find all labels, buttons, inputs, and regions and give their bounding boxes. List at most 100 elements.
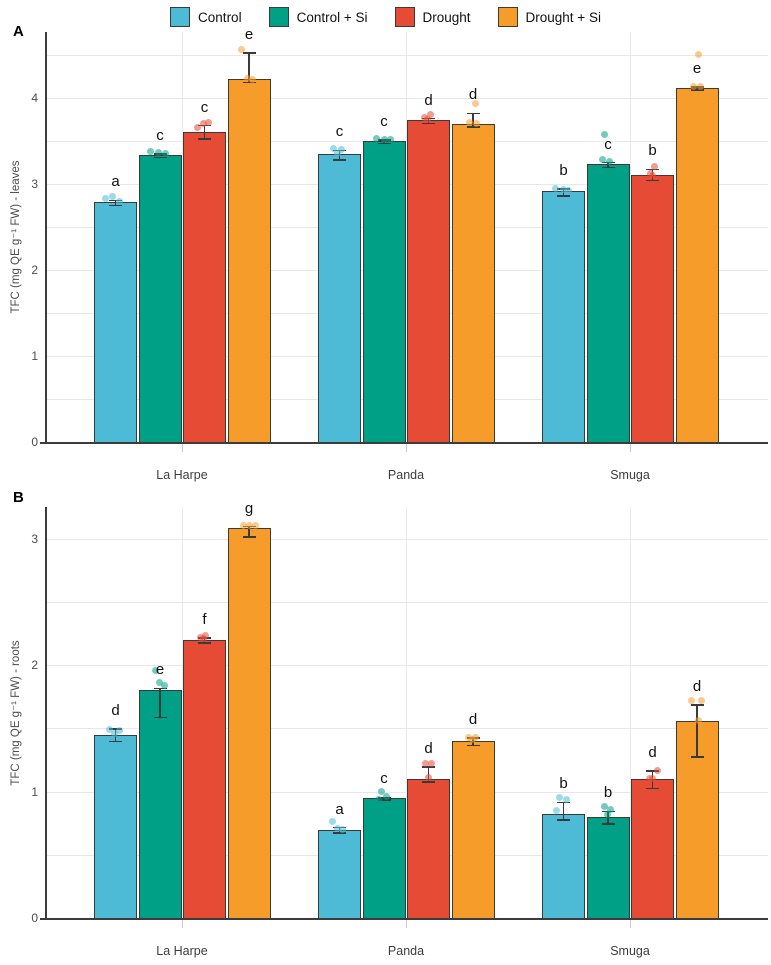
significance-letter: d: [468, 710, 478, 728]
error-bar-cap-top: [242, 52, 256, 54]
jitter-point: [605, 158, 613, 166]
jitter-point: [696, 83, 704, 91]
jitter-point: [330, 145, 337, 153]
category-label: La Harpe: [156, 944, 208, 958]
jitter-point: [329, 818, 336, 826]
jitter-point: [603, 810, 611, 818]
x-tick-mark: [182, 920, 183, 929]
jitter-point: [556, 794, 563, 802]
jitter-point: [552, 184, 559, 192]
error-bar-cap-bottom: [422, 122, 435, 125]
panel-b-letter: B: [13, 489, 24, 506]
error-bar-line: [696, 704, 698, 757]
error-bar-cap-bottom: [466, 126, 480, 128]
gridline-vertical: [406, 507, 407, 918]
legend-label: Drought + Si: [525, 9, 601, 25]
jitter-point: [382, 793, 390, 801]
error-bar-cap-bottom: [333, 832, 346, 834]
category-label: Panda: [387, 468, 425, 482]
error-bar-cap-top: [422, 766, 435, 768]
error-bar-cap-top: [466, 112, 480, 115]
jitter-point: [155, 679, 163, 687]
y-tick-label: 4: [31, 91, 38, 105]
error-bar-cap-bottom: [601, 166, 615, 169]
legend-swatch: [268, 7, 289, 27]
error-bar-cap-top: [153, 687, 167, 690]
bar-drought: [631, 175, 674, 442]
gridline-vertical: [630, 507, 631, 918]
significance-letter: e: [155, 661, 165, 679]
jitter-point: [338, 146, 345, 154]
legend-label: Control + Si: [296, 9, 368, 25]
jitter-point: [689, 83, 697, 91]
significance-letter: b: [648, 142, 657, 160]
category-label: Panda: [387, 944, 425, 958]
bar-control: [542, 190, 585, 442]
bar-control-si: [138, 154, 182, 442]
y-tick-label: 1: [31, 784, 38, 799]
jitter-point: [465, 118, 473, 126]
jitter-point: [600, 130, 608, 138]
jitter-point: [694, 50, 702, 58]
x-axis-line: [40, 918, 768, 921]
error-bar-line: [248, 525, 250, 536]
significance-letter: d: [648, 743, 657, 761]
x-tick-mark: [182, 444, 183, 453]
bar-control: [318, 829, 361, 918]
jitter-point: [471, 99, 479, 107]
legend: Control Control + Si Drought Drought + Si: [0, 4, 771, 30]
legend-item-control: Control: [170, 7, 242, 27]
bar-control: [542, 814, 585, 918]
error-bar-cap-bottom: [153, 716, 167, 719]
error-bar-cap-bottom: [601, 823, 615, 825]
error-bar-cap-bottom: [557, 819, 570, 821]
jitter-point: [102, 195, 109, 203]
jitter-point: [251, 522, 259, 530]
y-tick-label: 2: [31, 263, 38, 277]
jitter-point: [377, 788, 385, 795]
error-bar-line: [159, 687, 161, 717]
jitter-point: [151, 666, 159, 674]
error-bar-cap-bottom: [333, 159, 346, 161]
significance-letter: f: [202, 610, 207, 628]
y-axis-line: [45, 32, 47, 444]
gridline-horizontal: [47, 55, 768, 56]
y-tick-label: 0: [31, 911, 38, 925]
bar-drought: [407, 778, 450, 918]
jitter-point: [380, 135, 388, 143]
jitter-point: [386, 135, 394, 143]
jitter-point: [468, 736, 476, 744]
legend-item-drought-si: Drought + Si: [497, 7, 601, 27]
jitter-point: [194, 123, 201, 131]
x-axis-line: [40, 442, 768, 445]
gridline-horizontal: [47, 601, 768, 603]
jitter-point: [146, 147, 154, 155]
jitter-point: [160, 681, 168, 689]
error-bar-cap-bottom: [690, 89, 704, 91]
jitter-point: [248, 75, 256, 83]
y-tick-label: 0: [31, 435, 38, 449]
jitter-point: [339, 826, 346, 833]
category-label: Smuga: [610, 944, 650, 958]
jitter-point: [200, 634, 207, 642]
jitter-point: [560, 185, 567, 193]
gridline-horizontal: [47, 538, 768, 540]
gridline-horizontal: [47, 728, 768, 730]
significance-letter: a: [335, 800, 344, 818]
jitter-point: [464, 733, 472, 741]
significance-letter: b: [603, 784, 613, 802]
significance-letter: d: [692, 677, 702, 695]
gridline-horizontal: [47, 665, 768, 666]
significance-letter: c: [604, 135, 612, 153]
significance-letter: b: [559, 162, 568, 180]
gridline-vertical: [630, 32, 631, 442]
bar-drought-si: [227, 528, 271, 918]
panel-a-letter: A: [13, 23, 24, 40]
jitter-point: [425, 774, 432, 782]
jitter-point: [243, 74, 251, 82]
error-bar-line: [114, 199, 117, 205]
error-bar-cap-bottom: [198, 138, 211, 140]
jitter-point: [687, 696, 695, 704]
significance-letter: g: [244, 499, 254, 517]
category-label: La Harpe: [156, 468, 208, 482]
